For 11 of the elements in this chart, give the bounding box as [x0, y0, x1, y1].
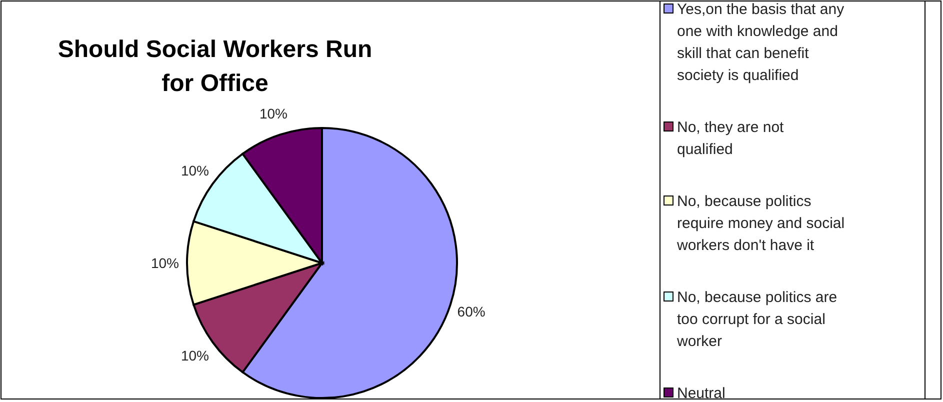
legend-label: No, they are not qualified: [677, 119, 785, 158]
text: Should Social Workers Run for Office: [58, 36, 372, 97]
data-label: 10%: [150, 255, 180, 271]
data-label: 60%: [457, 304, 486, 320]
data-label: 10%: [259, 106, 288, 122]
legend-label: No, because politics are too corrupt for a social worker: [676, 289, 838, 350]
legend-label: Neutral: [677, 385, 726, 402]
data-label: 10%: [180, 162, 209, 179]
legend-label: No, because politics require money and social workers don't have it: [676, 193, 845, 254]
data-label: 10%: [180, 347, 209, 364]
legend-label: Yes,on the basis that any one with knowledge and skill that can benefit society is qualified: [677, 1, 845, 84]
